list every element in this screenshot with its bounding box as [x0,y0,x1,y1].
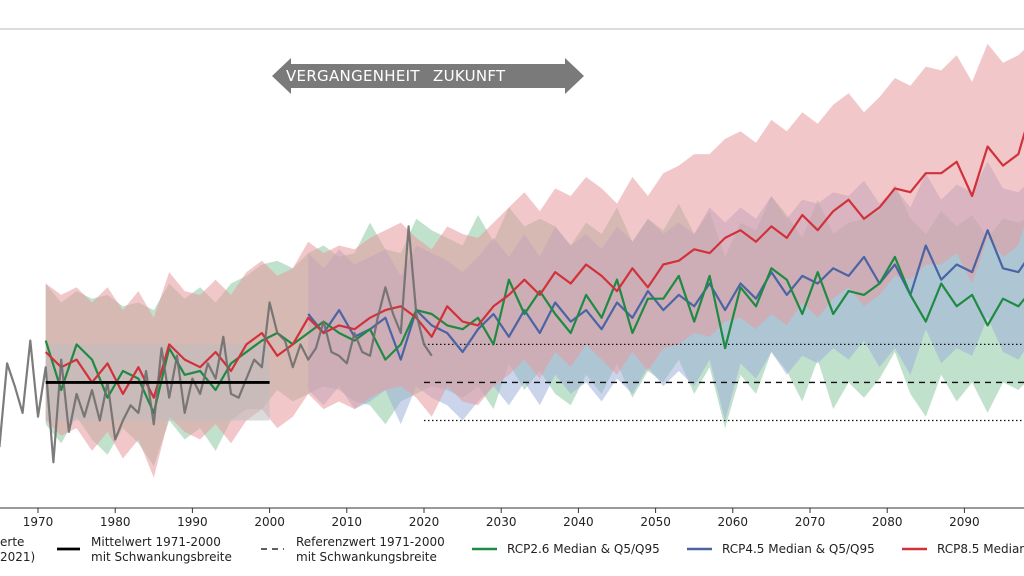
legend-item-mean: Mittelwert 1971-2000 mit Schwankungsbrei… [57,535,232,564]
legend-label-observed-1: erte [0,535,24,549]
x-tick-label: 2010 [332,515,363,529]
x-tick-label: 1970 [23,515,54,529]
x-tick-label: 2080 [872,515,903,529]
past-future-arrow: VERGANGENHEIT ZUKUNFT [272,58,584,94]
legend-item-rcp26: RCP2.6 Median & Q5/Q95 [472,542,660,556]
legend-label-rcp85: RCP8.5 Median [937,542,1024,556]
arrow-label-future: ZUKUNFT [433,67,506,85]
x-tick-label: 1990 [177,515,208,529]
x-tick-label: 2040 [563,515,594,529]
x-tick-label: 2060 [718,515,749,529]
arrow-label-past: VERGANGENHEIT [286,67,420,85]
legend-label-observed-2: 2021) [0,550,35,564]
rcp85-median-line [44,130,1024,399]
rcp45-median-line [307,229,1024,361]
double-arrow-shape [272,58,584,94]
x-tick-label: 2000 [254,515,285,529]
legend-item-observed: erte 2021) [0,535,35,564]
x-tick-label: 2030 [486,515,517,529]
x-axis-ticks: 1970 1980 1990 2000 2010 2020 2030 2040 2050 2060… [23,508,980,529]
legend-item-rcp85: RCP8.5 Median [902,542,1024,556]
median-lines [0,130,1024,464]
x-tick-label: 2020 [409,515,440,529]
x-tick-label: 2050 [640,515,671,529]
x-tick-label: 2070 [795,515,826,529]
legend-label-reference-2: mit Schwankungsbreite [296,550,437,564]
legend: erte 2021) Mittelwert 1971-2000 mit Schw… [0,535,1024,564]
legend-label-mean-2: mit Schwankungsbreite [91,550,232,564]
legend-label-rcp26: RCP2.6 Median & Q5/Q95 [507,542,660,556]
x-tick-label: 1980 [100,515,131,529]
observed-line [0,225,433,464]
rcp85-q5-q95-band [45,43,1024,478]
legend-label-reference-1: Referenzwert 1971-2000 [296,535,445,549]
legend-item-reference: Referenzwert 1971-2000 mit Schwankungsbr… [261,535,445,564]
legend-item-rcp45: RCP4.5 Median & Q5/Q95 [687,542,875,556]
legend-label-mean-1: Mittelwert 1971-2000 [91,535,221,549]
x-tick-label: 2090 [949,515,980,529]
legend-label-rcp45: RCP4.5 Median & Q5/Q95 [722,542,875,556]
